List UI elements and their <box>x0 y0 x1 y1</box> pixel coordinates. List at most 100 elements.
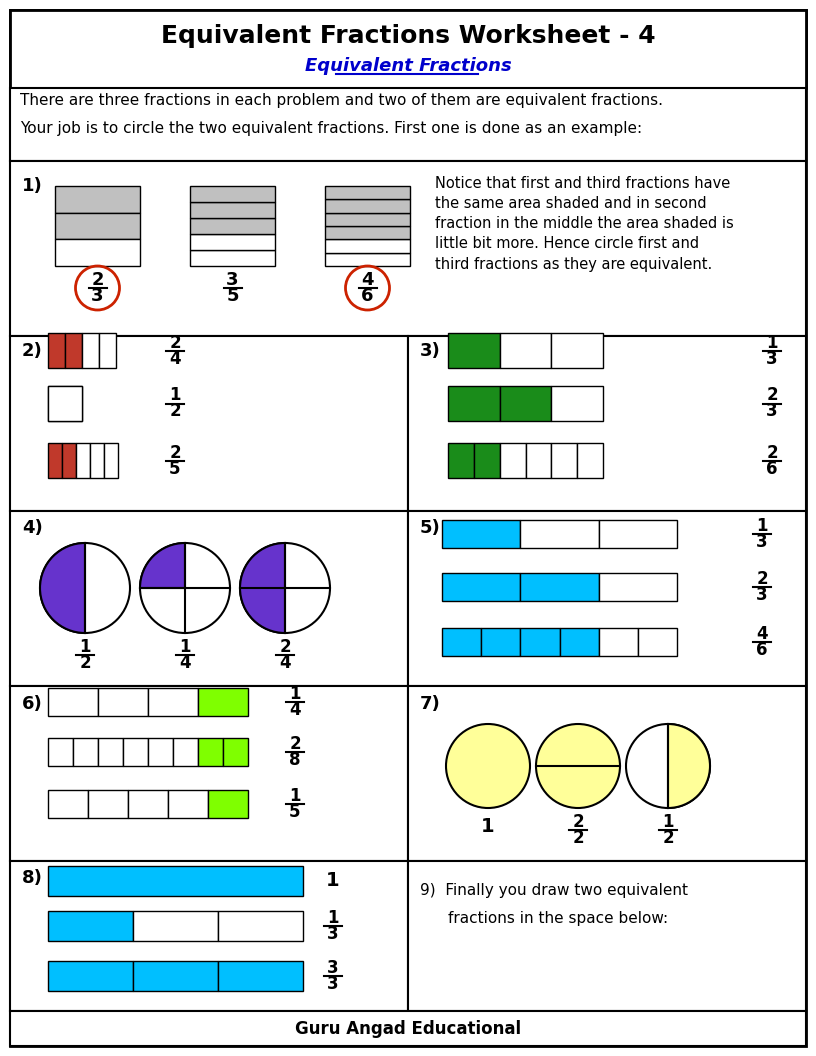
Text: 3: 3 <box>766 402 778 420</box>
Text: 2): 2) <box>22 342 42 360</box>
Text: fractions in the space below:: fractions in the space below: <box>448 910 668 925</box>
Bar <box>48 689 98 716</box>
Circle shape <box>536 724 620 808</box>
Bar <box>48 444 62 478</box>
Text: third fractions as they are equivalent.: third fractions as they are equivalent. <box>435 257 712 271</box>
Bar <box>190 250 275 266</box>
Bar <box>65 333 82 367</box>
Text: 1: 1 <box>327 909 339 927</box>
Bar <box>521 573 599 601</box>
Bar <box>474 444 499 478</box>
Text: 5: 5 <box>169 459 181 477</box>
Bar <box>448 444 474 478</box>
Bar <box>10 88 806 161</box>
Text: Guru Angad Educational: Guru Angad Educational <box>295 1020 521 1038</box>
Text: 1: 1 <box>180 638 191 656</box>
Text: 1: 1 <box>766 334 778 352</box>
Text: 3: 3 <box>91 287 104 305</box>
Bar <box>499 444 526 478</box>
Bar <box>599 628 638 656</box>
Text: 2: 2 <box>169 444 181 461</box>
Bar <box>55 186 140 212</box>
Bar <box>90 444 104 478</box>
Text: There are three fractions in each problem and two of them are equivalent fractio: There are three fractions in each proble… <box>20 94 663 109</box>
Text: 4: 4 <box>289 701 301 719</box>
Bar <box>599 573 677 601</box>
Bar <box>48 386 82 421</box>
Bar <box>48 911 133 941</box>
Text: 3: 3 <box>327 959 339 977</box>
Bar <box>148 738 173 766</box>
Bar <box>148 689 198 716</box>
Bar <box>499 386 552 421</box>
Wedge shape <box>668 724 710 808</box>
Bar <box>190 186 275 202</box>
Text: 3: 3 <box>327 925 339 943</box>
Bar <box>448 386 499 421</box>
Bar <box>521 520 599 548</box>
Bar <box>190 202 275 218</box>
Text: 1: 1 <box>326 871 339 890</box>
Text: 4: 4 <box>756 625 768 643</box>
Circle shape <box>240 543 330 633</box>
Bar <box>218 961 303 991</box>
Text: 4: 4 <box>361 271 374 289</box>
Text: Equivalent Fractions Worksheet - 4: Equivalent Fractions Worksheet - 4 <box>161 24 655 48</box>
Bar <box>325 252 410 266</box>
Text: 2: 2 <box>91 271 104 289</box>
Bar <box>223 738 248 766</box>
Bar <box>10 861 408 1011</box>
Bar <box>48 961 133 991</box>
Bar <box>128 790 168 818</box>
Text: 3: 3 <box>766 350 778 367</box>
Bar <box>638 628 677 656</box>
Text: 4: 4 <box>180 654 191 672</box>
Text: 1: 1 <box>79 638 91 656</box>
Text: 8: 8 <box>289 751 301 769</box>
Bar <box>48 333 65 367</box>
Bar <box>10 686 408 861</box>
Text: 9)  Finally you draw two equivalent: 9) Finally you draw two equivalent <box>420 884 688 899</box>
Text: 1: 1 <box>169 386 181 404</box>
Bar <box>133 911 218 941</box>
Text: 2: 2 <box>756 570 768 588</box>
Bar <box>408 686 806 861</box>
Text: 1: 1 <box>289 685 301 703</box>
Text: 5: 5 <box>289 803 301 821</box>
Bar <box>98 738 123 766</box>
Bar <box>552 444 577 478</box>
Text: 1: 1 <box>756 517 768 535</box>
Bar <box>325 240 410 252</box>
Text: 6: 6 <box>756 641 768 659</box>
Bar <box>408 511 806 686</box>
Text: 3: 3 <box>756 533 768 551</box>
Text: 2: 2 <box>572 813 583 831</box>
Bar <box>55 240 140 266</box>
Bar <box>552 386 603 421</box>
Bar <box>442 573 521 601</box>
Text: 3): 3) <box>420 342 441 360</box>
Bar <box>552 333 603 367</box>
Bar <box>73 738 98 766</box>
Text: 4: 4 <box>169 350 181 367</box>
Bar <box>48 866 303 895</box>
Text: 1: 1 <box>289 787 301 805</box>
Text: 4: 4 <box>279 654 290 672</box>
Bar <box>190 218 275 234</box>
Bar <box>123 738 148 766</box>
Text: 3: 3 <box>327 975 339 993</box>
Bar <box>325 200 410 212</box>
Bar <box>325 212 410 226</box>
Bar <box>208 790 248 818</box>
Bar <box>98 689 148 716</box>
Text: 1: 1 <box>663 813 674 831</box>
Bar <box>560 628 599 656</box>
Text: 2: 2 <box>169 402 181 420</box>
Bar <box>173 738 198 766</box>
Bar <box>99 333 116 367</box>
Bar <box>448 333 499 367</box>
Bar <box>88 790 128 818</box>
Bar <box>48 738 73 766</box>
Text: Equivalent Fractions: Equivalent Fractions <box>304 57 512 75</box>
Bar <box>198 689 248 716</box>
